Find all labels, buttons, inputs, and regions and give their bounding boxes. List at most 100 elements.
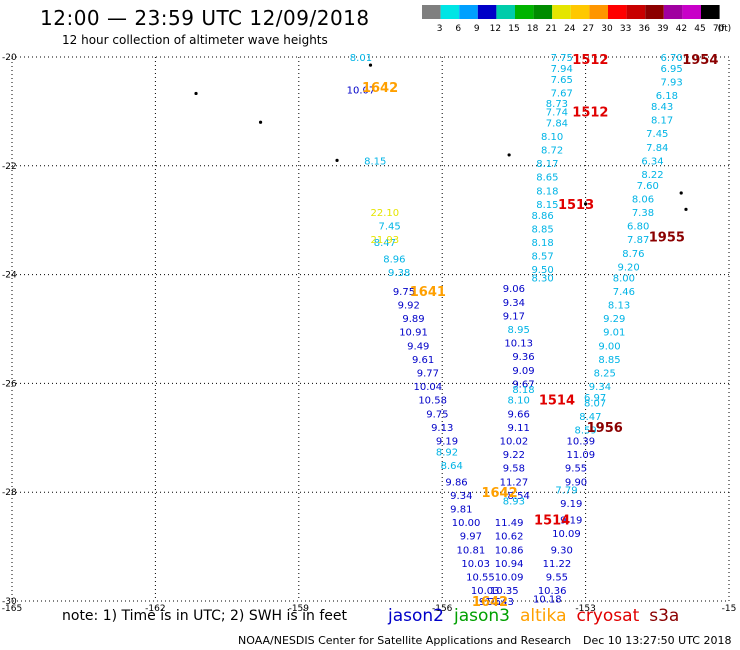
colorbar-tick-label: 15 xyxy=(508,24,519,34)
wave-height-label: 10.03 xyxy=(471,586,500,597)
wave-height-label: 9.61 xyxy=(412,355,434,366)
wave-height-label: 9.09 xyxy=(512,366,534,377)
wave-height-label: 9.49 xyxy=(407,341,429,352)
wave-height-label: 7.45 xyxy=(378,222,400,233)
colorbar-swatch xyxy=(496,5,515,19)
satellite-legend-s3a: s3a xyxy=(649,606,680,626)
footer-credit: NOAA/NESDIS Center for Satellite Applica… xyxy=(238,634,572,647)
wave-height-label: 8.95 xyxy=(508,325,530,336)
wave-height-label: 8.15 xyxy=(536,200,558,211)
colorbar-tick-label: 12 xyxy=(490,24,501,34)
colorbar-swatch xyxy=(589,5,608,19)
wave-height-label: 6.34 xyxy=(641,156,663,167)
wave-height-label: 8.10 xyxy=(508,396,530,407)
y-tick-label: -28 xyxy=(2,488,17,498)
wave-height-label: 11.49 xyxy=(495,518,524,529)
wave-height-label: 11.27 xyxy=(500,477,529,488)
wave-height-label: 9.34 xyxy=(450,491,472,502)
wave-height-label: 7.75 xyxy=(551,53,573,64)
wave-height-label: 8.86 xyxy=(531,211,553,222)
wave-height-label: 7.84 xyxy=(646,143,668,154)
wave-height-label: 10.03 xyxy=(461,559,490,570)
wave-height-label: 9.01 xyxy=(603,328,625,339)
wave-height-label: 8.30 xyxy=(531,273,553,284)
wave-height-label: 10.39 xyxy=(566,437,595,448)
wave-height-label: 10.58 xyxy=(418,396,447,407)
color-scale-bar: 3 6 9 12 15 18 21 24 27 30 33 36 39 42 45 70(ft) xyxy=(422,5,731,34)
wave-height-label: 8.54 xyxy=(508,491,530,502)
wave-height-label: 11.09 xyxy=(566,450,595,461)
wave-height-label: 9.75 xyxy=(426,409,448,420)
chart-title: 12:00 — 23:59 UTC 12/09/2018 xyxy=(40,6,370,30)
colorbar-swatch xyxy=(682,5,701,19)
colorbar-tick-label: 30 xyxy=(601,24,613,34)
colorbar-swatch xyxy=(552,5,571,19)
pass-time-label: 1955 xyxy=(649,231,685,246)
x-tick-label: -156 xyxy=(432,604,453,614)
wave-height-label: 9.13 xyxy=(431,423,453,434)
y-tick-label: -30 xyxy=(2,597,17,607)
colorbar-swatch xyxy=(608,5,627,19)
wave-height-label: 9.30 xyxy=(551,545,573,556)
satellite-legend-altika: altika xyxy=(520,606,567,626)
wave-height-label: 9.11 xyxy=(508,423,530,434)
wave-height-label: 6.95 xyxy=(661,64,683,75)
wave-height-label: 9.77 xyxy=(417,369,439,380)
wave-height-label: 7.94 xyxy=(551,64,573,75)
y-tick-label: -26 xyxy=(2,379,17,389)
island-mark xyxy=(507,153,511,157)
wave-height-label: 9.34 xyxy=(589,382,611,393)
wave-height-label: 8.07 xyxy=(584,398,606,409)
wave-height-label: 10.55 xyxy=(466,573,495,584)
x-tick-label: -159 xyxy=(289,604,310,614)
wave-height-label: 8.18 xyxy=(512,385,534,396)
y-tick-label: -20 xyxy=(2,53,17,63)
colorbar-tick-label: 6 xyxy=(455,24,461,34)
x-tick-label: -15 xyxy=(722,604,737,614)
wave-height-label: 8.18 xyxy=(536,186,558,197)
wave-height-label: 21.93 xyxy=(371,235,400,246)
wave-height-label: 9.89 xyxy=(402,314,424,325)
wave-height-label: 6.18 xyxy=(656,91,678,102)
wave-height-label: 10.36 xyxy=(538,586,567,597)
wave-height-label: 9.38 xyxy=(388,268,410,279)
wave-height-label: 7.60 xyxy=(637,181,659,192)
wave-height-label: 8.01 xyxy=(350,53,372,64)
island-mark xyxy=(258,120,263,124)
colorbar-swatch xyxy=(626,5,646,19)
wave-height-label: 8.59 xyxy=(574,426,596,437)
plot-frame xyxy=(11,56,730,602)
chart-subtitle: 12 hour collection of altimeter wave hei… xyxy=(62,33,328,47)
wave-height-label: 10.09 xyxy=(552,529,581,540)
x-tick-label: -165 xyxy=(2,604,22,614)
wave-height-label: 8.18 xyxy=(531,238,553,249)
wave-height-label: 7.45 xyxy=(646,129,668,140)
wave-height-label: 7.79 xyxy=(555,485,577,496)
wave-height-label: 8.13 xyxy=(608,301,630,312)
wave-height-label: 9.29 xyxy=(603,314,625,325)
pass-time-label: 1954 xyxy=(682,53,718,68)
wave-height-label: 10.07 xyxy=(347,86,376,97)
wave-height-label: 6.97 xyxy=(584,393,606,404)
wave-height-label: 22.10 xyxy=(371,208,400,219)
wave-height-label: 9.20 xyxy=(617,262,639,273)
wave-height-label: 6.70 xyxy=(661,53,683,64)
wave-height-label: 9.19 xyxy=(560,515,582,526)
colorbar-tick-label: 70 xyxy=(713,24,725,34)
pass-time-label: 1642 xyxy=(481,486,517,501)
colorbar-swatch xyxy=(422,5,441,19)
wave-height-label: 8.96 xyxy=(383,254,405,265)
pass-time-label: 1642 xyxy=(362,81,398,96)
wave-height-label: 8.47 xyxy=(374,238,396,249)
wave-height-label: 10.13 xyxy=(504,339,533,350)
wave-height-label: 7.46 xyxy=(613,287,635,298)
wave-height-label: 9.17 xyxy=(503,311,525,322)
wave-height-label: 9.58 xyxy=(503,464,525,475)
wave-height-label: 9.36 xyxy=(512,352,534,363)
wave-height-label: 9.90 xyxy=(565,477,587,488)
wave-height-label: 9.00 xyxy=(598,341,620,352)
wave-height-label: 10.86 xyxy=(495,545,524,556)
satellite-legend-jason2: jason2 xyxy=(388,606,444,626)
wave-height-label: 9.55 xyxy=(546,573,568,584)
